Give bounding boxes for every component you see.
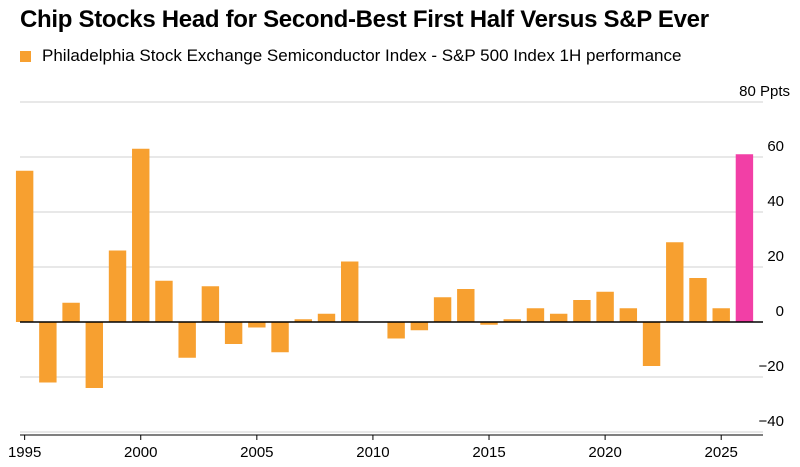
bar (132, 148, 150, 322)
bar (549, 313, 568, 322)
bar (480, 322, 498, 325)
y-tick-label: −20 (759, 358, 784, 375)
bar (62, 302, 80, 322)
bar (201, 286, 220, 322)
bar (712, 308, 730, 322)
bar (503, 319, 521, 322)
bar (410, 322, 429, 331)
bar (317, 313, 336, 322)
x-tick-label: 2005 (240, 444, 273, 461)
bar (271, 322, 289, 353)
bar (666, 242, 684, 322)
y-unit-label: 80 Ppts (739, 83, 790, 100)
chart-title: Chip Stocks Head for Second-Best First H… (20, 6, 709, 33)
bar (689, 278, 707, 322)
bar (294, 319, 312, 322)
x-tick-label: 2020 (588, 444, 621, 461)
bar (108, 250, 127, 322)
bar (39, 322, 57, 383)
bar (178, 322, 196, 358)
bar (433, 297, 452, 322)
legend-swatch-icon (20, 50, 31, 62)
bar (248, 322, 266, 328)
bar (340, 261, 359, 322)
x-tick-label: 2010 (356, 444, 389, 461)
x-tick-label: 2000 (124, 444, 157, 461)
y-tick-label: 20 (767, 248, 784, 265)
y-tick-label: −40 (759, 413, 784, 430)
legend-label: Philadelphia Stock Exchange Semiconducto… (42, 46, 682, 65)
bar (85, 322, 104, 388)
y-tick-label: 0 (776, 303, 784, 320)
bar (224, 322, 243, 344)
bar (642, 322, 661, 366)
bar (387, 322, 405, 339)
bar (457, 289, 475, 322)
bar (155, 280, 173, 322)
x-tick-label: 2025 (705, 444, 738, 461)
x-tick-label: 1995 (8, 444, 41, 461)
y-tick-label: 60 (767, 138, 784, 155)
bar (596, 291, 614, 322)
bar (573, 300, 591, 322)
bar (15, 170, 34, 322)
bar (526, 308, 545, 322)
bar (735, 154, 754, 322)
y-tick-label: 40 (767, 193, 784, 210)
legend: Philadelphia Stock Exchange Semiconducto… (20, 46, 681, 66)
x-tick-label: 2015 (472, 444, 505, 461)
bar (619, 308, 638, 322)
